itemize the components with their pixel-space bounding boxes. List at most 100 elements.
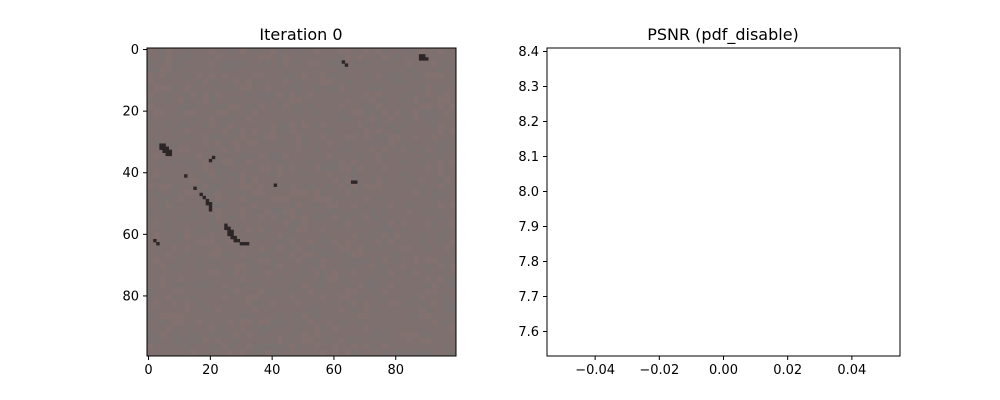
texture-cell <box>388 140 395 147</box>
texture-cell <box>350 251 358 258</box>
texture-cell <box>363 343 370 350</box>
texture-cell <box>412 97 419 104</box>
texture-cell <box>381 337 389 344</box>
texture-cell <box>270 134 277 141</box>
texture-cell <box>394 146 401 153</box>
texture-cell <box>184 128 191 135</box>
dark-pixel <box>168 152 173 157</box>
texture-cell <box>214 91 222 98</box>
texture-cell <box>449 300 456 307</box>
texture-cell <box>177 54 185 61</box>
texture-cell <box>412 312 419 320</box>
texture-cell <box>357 165 364 172</box>
texture-cell <box>400 140 407 147</box>
texture-cell <box>196 78 203 85</box>
texture-cell <box>313 214 321 221</box>
texture-cell <box>363 134 370 141</box>
texture-cell <box>357 294 364 301</box>
texture-cell <box>363 128 370 135</box>
texture-cell <box>165 202 172 209</box>
texture-cell <box>394 300 401 307</box>
dark-pixel <box>354 180 358 184</box>
texture-cell <box>437 84 444 92</box>
texture-cell <box>196 263 203 270</box>
texture-cell <box>375 238 382 246</box>
texture-cell <box>375 134 382 141</box>
texture-cell <box>252 195 259 202</box>
texture-cell <box>165 195 172 202</box>
texture-cell <box>394 72 401 79</box>
texture-cell <box>320 121 327 129</box>
texture-cell <box>202 121 209 129</box>
texture-cell <box>214 158 222 166</box>
texture-cell <box>425 306 432 313</box>
texture-cell <box>184 232 191 239</box>
texture-cell <box>153 220 160 227</box>
dark-pixel <box>153 238 157 243</box>
texture-cell <box>443 257 450 264</box>
texture-cell <box>363 300 370 307</box>
texture-cell <box>394 134 401 141</box>
texture-cell <box>270 208 277 215</box>
texture-cell <box>208 220 215 227</box>
texture-cell <box>227 121 234 129</box>
texture-cell <box>332 177 339 184</box>
texture-cell <box>264 288 271 295</box>
texture-cell <box>369 97 376 104</box>
texture-cell <box>344 245 351 252</box>
texture-cell <box>350 269 358 276</box>
texture-cell <box>190 91 197 98</box>
texture-cell <box>276 214 283 221</box>
texture-cell <box>381 134 389 141</box>
texture-cell <box>437 66 444 73</box>
texture-cell <box>332 158 339 166</box>
texture-cell <box>227 60 234 67</box>
texture-cell <box>437 165 444 172</box>
texture-cell <box>239 134 246 141</box>
texture-cell <box>221 202 228 209</box>
texture-cell <box>375 84 382 92</box>
texture-cell <box>437 177 444 184</box>
texture-cell <box>369 84 376 92</box>
texture-cell <box>202 165 209 172</box>
dark-pixel <box>156 242 160 246</box>
texture-cell <box>381 60 389 67</box>
texture-cell <box>202 306 209 313</box>
y-tick-label: 60 <box>122 228 139 243</box>
texture-cell <box>289 245 296 252</box>
y-tick-label: 7.8 <box>518 255 539 270</box>
texture-cell <box>400 158 407 166</box>
texture-cell <box>258 165 265 172</box>
texture-cell <box>282 121 290 129</box>
texture-cell <box>425 257 432 264</box>
texture-cell <box>400 263 407 270</box>
texture-cell <box>159 109 166 116</box>
texture-cell <box>227 214 234 221</box>
texture-cell <box>332 325 339 332</box>
texture-cell <box>320 189 327 196</box>
texture-cell <box>375 115 382 122</box>
texture-cell <box>147 91 154 98</box>
texture-cell <box>289 97 296 104</box>
texture-cell <box>245 91 253 98</box>
texture-cell <box>221 165 228 172</box>
texture-cell <box>320 349 327 356</box>
texture-cell <box>245 312 253 320</box>
texture-cell <box>264 257 271 264</box>
texture-cell <box>418 48 426 55</box>
texture-cell <box>332 165 339 172</box>
texture-cell <box>307 306 314 313</box>
texture-cell <box>437 72 444 79</box>
texture-cell <box>295 146 302 153</box>
texture-cell <box>245 226 253 233</box>
texture-cell <box>184 103 191 110</box>
dark-pixel <box>422 54 426 58</box>
texture-cell <box>357 312 364 320</box>
texture-cell <box>301 214 308 221</box>
texture-cell <box>153 84 160 92</box>
texture-cell <box>375 109 382 116</box>
texture-cell <box>388 232 395 239</box>
texture-cell <box>258 72 265 79</box>
texture-cell <box>258 91 265 98</box>
y-tick-label: 0 <box>131 43 139 58</box>
